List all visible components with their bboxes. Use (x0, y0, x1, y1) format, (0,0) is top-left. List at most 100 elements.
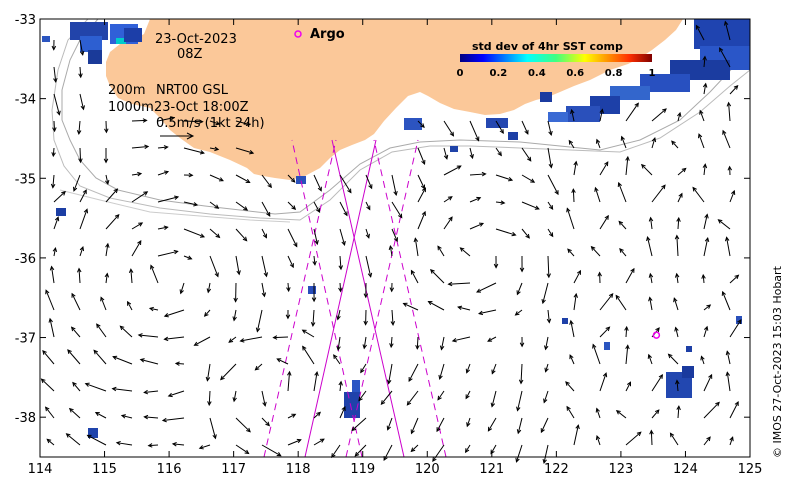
current-arrow (358, 390, 367, 402)
current-arrow (547, 147, 554, 169)
current-arrow (515, 444, 523, 463)
current-arrow (365, 228, 370, 239)
current-arrow (567, 248, 575, 257)
current-arrow (717, 219, 731, 230)
current-arrow (163, 309, 185, 318)
current-arrow (703, 373, 713, 392)
current-arrow (360, 363, 367, 374)
isobath-1000m (51, 18, 751, 221)
current-arrow (516, 417, 523, 435)
current-arrow (363, 309, 368, 326)
current-arrow (703, 401, 720, 419)
argo-legend-label: Argo (310, 27, 345, 42)
current-arrow (646, 236, 653, 257)
current-arrow (573, 424, 580, 446)
map-date: 23-Oct-2023 (155, 32, 237, 47)
current-arrow (137, 333, 159, 338)
current-arrow (313, 174, 322, 192)
current-arrow (651, 184, 666, 203)
current-arrow (285, 309, 291, 320)
current-arrow (443, 165, 462, 176)
colorbar-tick-label: 0.4 (528, 68, 546, 79)
current-arrow (313, 371, 319, 392)
colorbar-title: std dev of 4hr SST comp (472, 40, 623, 53)
current-arrow (703, 213, 709, 230)
sst-stddev-patches (42, 19, 750, 438)
current-arrow (78, 66, 83, 79)
current-arrow (209, 174, 224, 182)
current-arrow (157, 225, 169, 231)
current-arrow (540, 417, 549, 434)
current-arrow (594, 186, 601, 203)
track-solid-a (304, 139, 377, 458)
current-arrow (469, 120, 480, 142)
current-arrow (209, 417, 217, 440)
current-arrow (487, 336, 497, 342)
current-arrow (599, 293, 614, 311)
current-arrow (209, 228, 221, 239)
current-arrow (79, 189, 87, 203)
current-arrow (183, 255, 193, 260)
current-arrow (389, 282, 395, 293)
y-tick-label: -34 (15, 93, 36, 108)
y-tick-label: -36 (15, 252, 36, 267)
argo-legend-marker (294, 30, 302, 38)
current-arrow (595, 407, 601, 419)
current-arrow (599, 372, 608, 392)
current-arrow (50, 174, 56, 189)
current-arrow (255, 309, 263, 333)
current-arrow (725, 371, 731, 392)
current-arrow (46, 438, 55, 446)
current-arrow (573, 160, 578, 176)
current-arrow (235, 444, 250, 455)
current-arrow (233, 282, 238, 303)
current-arrow (389, 336, 394, 349)
current-arrow (51, 39, 57, 51)
product-time: 23-Oct 18:00Z (154, 100, 249, 115)
current-arrow (119, 325, 133, 338)
current-arrow (76, 120, 82, 135)
current-arrow (157, 170, 170, 176)
current-arrow (465, 363, 471, 374)
current-arrow (465, 390, 471, 400)
current-arrow (566, 405, 575, 419)
current-arrow (599, 108, 604, 122)
current-arrow (723, 20, 731, 41)
current-arrow (105, 242, 110, 257)
current-arrow (477, 309, 497, 316)
current-arrow (677, 111, 682, 122)
current-arrow (391, 174, 398, 197)
current-arrow (521, 228, 530, 239)
current-arrow (700, 355, 705, 365)
map-hour: 08Z (177, 47, 203, 62)
current-arrow (338, 255, 343, 271)
current-arrow (235, 120, 251, 126)
current-arrow (487, 417, 497, 432)
current-arrow (157, 195, 180, 203)
current-arrow (161, 417, 185, 423)
current-arrow (287, 370, 292, 392)
colorbar-legend: std dev of 4hr SST comp 0 0.2 0.4 0.6 0.8 1 (457, 40, 656, 79)
current-arrow (183, 119, 204, 124)
current-arrow (120, 414, 133, 419)
x-axis: 114 115 116 117 118 119 120 121 122 123 124 125 (28, 19, 762, 477)
current-arrow (312, 255, 317, 266)
current-arrow (437, 245, 445, 257)
current-arrow (53, 93, 61, 116)
current-arrow (235, 417, 251, 433)
scale-arrow (160, 132, 195, 140)
current-arrow (521, 174, 536, 183)
argo-float-marker[interactable] (652, 331, 661, 339)
current-arrow (651, 409, 660, 419)
current-arrow (287, 413, 297, 419)
plot-frame (39, 18, 751, 458)
y-tick-label: -38 (15, 411, 36, 426)
y-tick-label: -33 (15, 13, 36, 28)
current-arrow (703, 436, 711, 446)
current-arrow (565, 381, 575, 392)
current-arrow (495, 120, 504, 135)
current-arrow (427, 300, 445, 311)
current-arrow (618, 220, 627, 230)
current-arrow (183, 172, 194, 178)
current-arrow (362, 336, 367, 350)
